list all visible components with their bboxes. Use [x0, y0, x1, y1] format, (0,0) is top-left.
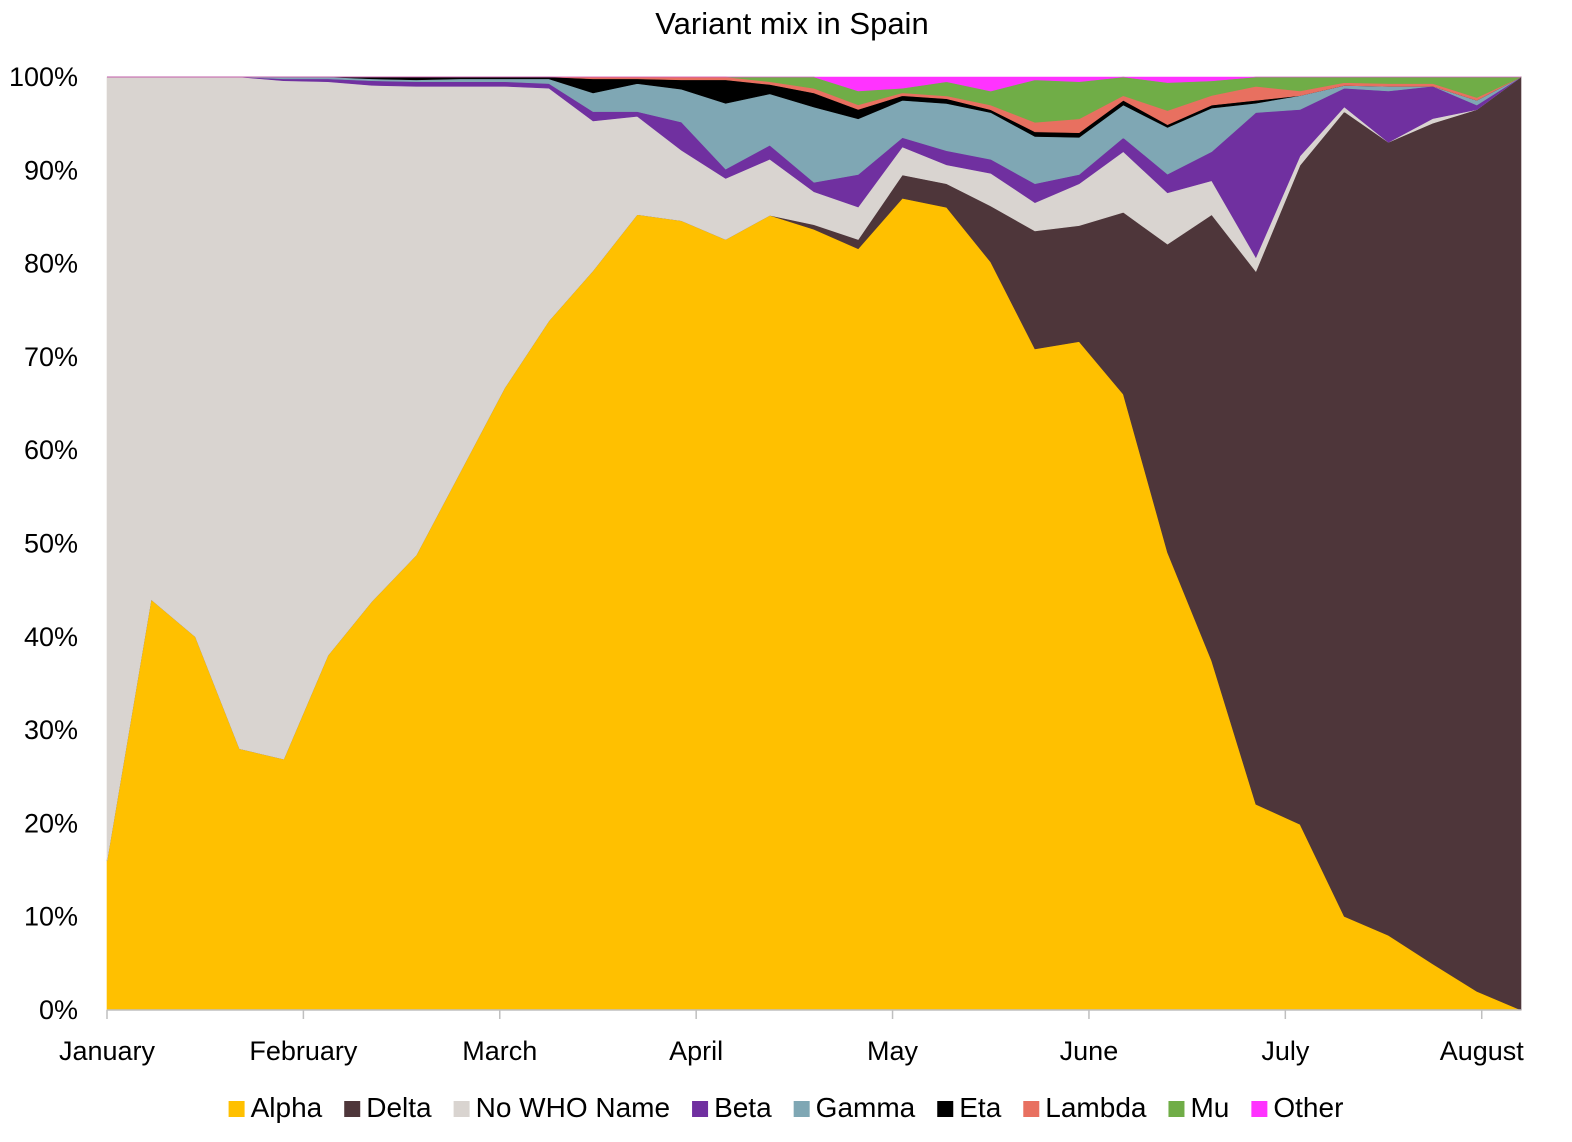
- legend-label-no-who-name: No WHO Name: [476, 1092, 670, 1123]
- x-tick-label: March: [462, 1036, 537, 1066]
- chart-title: Variant mix in Spain: [655, 6, 928, 41]
- legend-swatch-gamma: [793, 1101, 810, 1117]
- legend-label-lambda: Lambda: [1045, 1092, 1147, 1123]
- area-other: [107, 76, 1521, 92]
- x-tick-label: April: [669, 1036, 723, 1066]
- x-tick-label: January: [59, 1036, 156, 1066]
- y-tick-label: 0%: [39, 995, 78, 1025]
- y-tick-label: 80%: [24, 249, 78, 279]
- legend-swatch-alpha: [228, 1101, 245, 1117]
- y-tick-label: 100%: [9, 62, 78, 92]
- legend-swatch-mu: [1168, 1101, 1185, 1117]
- x-tick-label: July: [1261, 1036, 1310, 1066]
- legend-label-eta: Eta: [959, 1092, 1001, 1123]
- legend-swatch-beta: [692, 1101, 709, 1117]
- y-axis-ticks: 0% 10% 20% 30% 40% 50% 60% 70% 80% 90% 100%: [9, 62, 78, 1025]
- y-tick-label: 70%: [24, 342, 78, 372]
- x-tick-label: June: [1060, 1036, 1119, 1066]
- y-tick-label: 60%: [24, 435, 78, 465]
- y-tick-label: 30%: [24, 715, 78, 745]
- legend-label-delta: Delta: [366, 1092, 432, 1123]
- y-tick-label: 90%: [24, 155, 78, 185]
- legend-label-beta: Beta: [714, 1092, 772, 1123]
- x-tick-label: February: [249, 1036, 358, 1066]
- legend-swatch-lambda: [1023, 1101, 1040, 1117]
- y-tick-label: 50%: [24, 529, 78, 559]
- legend-swatch-delta: [344, 1101, 361, 1117]
- legend-swatch-eta: [937, 1101, 954, 1117]
- legend-label-other: Other: [1273, 1092, 1343, 1123]
- y-tick-label: 10%: [24, 902, 78, 932]
- x-tick-label: August: [1440, 1036, 1525, 1066]
- y-tick-label: 20%: [24, 808, 78, 838]
- x-tick-label: May: [867, 1036, 919, 1066]
- legend: Alpha Delta No WHO Name Beta Gamma Eta Lambda M…: [228, 1092, 1343, 1123]
- legend-swatch-no-who-name: [453, 1101, 470, 1117]
- legend-label-mu: Mu: [1190, 1092, 1229, 1123]
- y-tick-label: 40%: [24, 622, 78, 652]
- legend-label-gamma: Gamma: [816, 1092, 916, 1123]
- x-axis-ticks: January February March April May June July Augu…: [59, 1010, 1524, 1066]
- stacked-areas: [106, 76, 1522, 1011]
- legend-label-alpha: Alpha: [251, 1092, 323, 1123]
- legend-swatch-other: [1251, 1101, 1268, 1117]
